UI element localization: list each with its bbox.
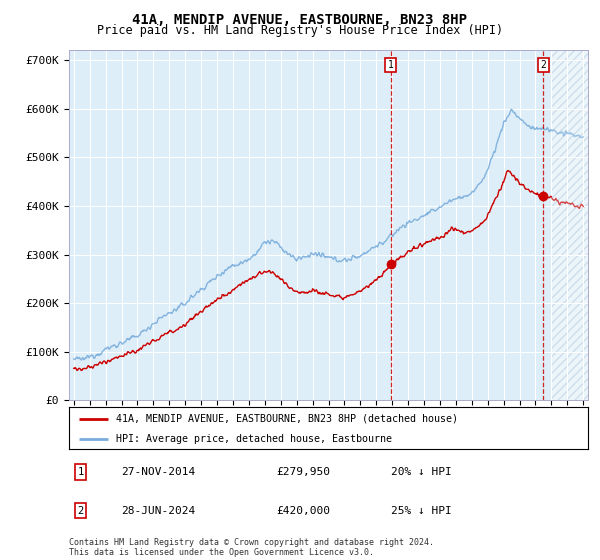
Text: 1: 1 (77, 467, 83, 477)
Text: Contains HM Land Registry data © Crown copyright and database right 2024.
This d: Contains HM Land Registry data © Crown c… (69, 538, 434, 557)
Bar (551, 50, 600, 400)
Text: £420,000: £420,000 (277, 506, 331, 516)
Bar (551, 50, 600, 400)
Text: 1: 1 (388, 60, 394, 70)
Text: 20% ↓ HPI: 20% ↓ HPI (391, 467, 452, 477)
Text: 27-NOV-2014: 27-NOV-2014 (121, 467, 195, 477)
Text: 2: 2 (541, 60, 547, 70)
Text: 2: 2 (77, 506, 83, 516)
Text: 41A, MENDIP AVENUE, EASTBOURNE, BN23 8HP (detached house): 41A, MENDIP AVENUE, EASTBOURNE, BN23 8HP… (116, 414, 458, 424)
Text: Price paid vs. HM Land Registry's House Price Index (HPI): Price paid vs. HM Land Registry's House … (97, 24, 503, 38)
Text: £279,950: £279,950 (277, 467, 331, 477)
Text: HPI: Average price, detached house, Eastbourne: HPI: Average price, detached house, East… (116, 433, 392, 444)
Text: 28-JUN-2024: 28-JUN-2024 (121, 506, 195, 516)
Text: 41A, MENDIP AVENUE, EASTBOURNE, BN23 8HP: 41A, MENDIP AVENUE, EASTBOURNE, BN23 8HP (133, 13, 467, 27)
Text: 25% ↓ HPI: 25% ↓ HPI (391, 506, 452, 516)
